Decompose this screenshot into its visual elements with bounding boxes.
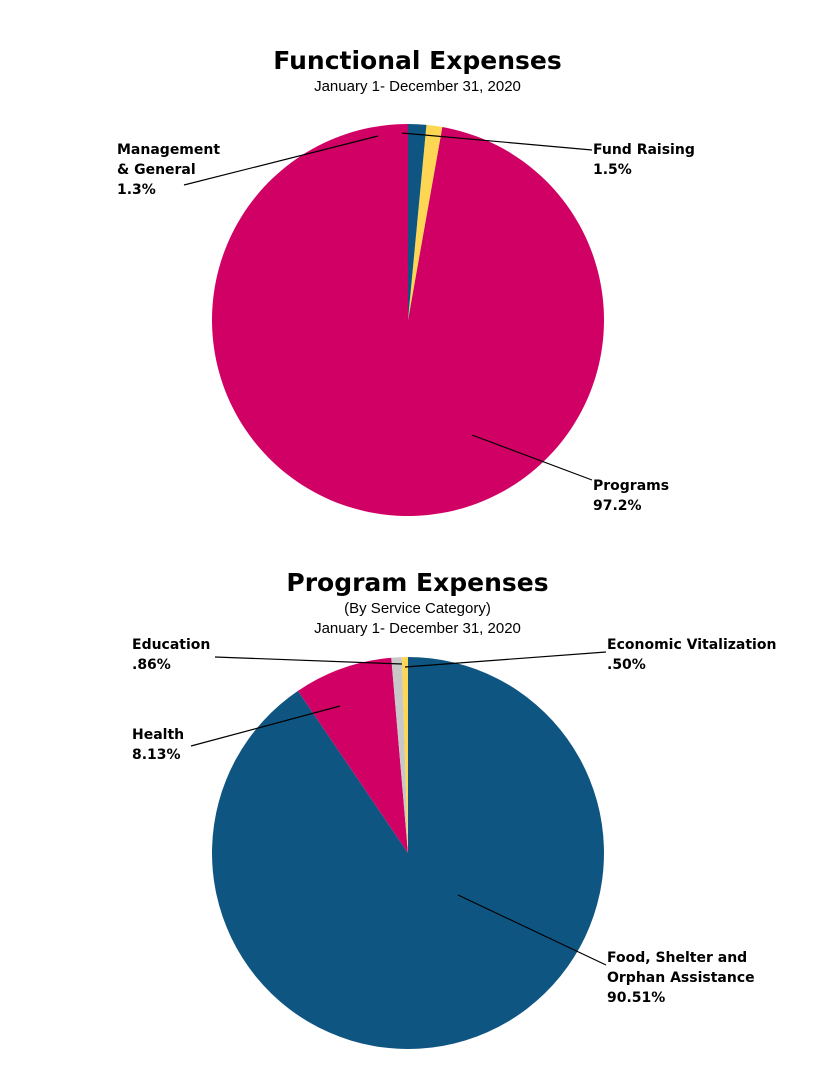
chart1-subtitle: January 1- December 31, 2020 — [314, 78, 521, 95]
chart2-title: Program Expenses — [286, 568, 549, 597]
slice-label-text: Management — [117, 142, 221, 158]
pie-slice — [408, 124, 443, 320]
leader-line — [404, 651, 607, 668]
slice-label-text: Programs — [593, 478, 670, 494]
slice-value: .50% — [607, 657, 646, 673]
slice-label: Education .86% — [132, 635, 210, 675]
slice-value: 1.3% — [117, 182, 156, 198]
leader-line — [190, 705, 341, 747]
leader-line — [214, 656, 403, 665]
leader-line — [457, 894, 607, 966]
slice-value: .86% — [132, 657, 171, 673]
slice-label: Management & General 1.3% — [117, 140, 220, 200]
slice-label: Programs 97.2% — [593, 476, 669, 516]
slice-label: Fund Raising 1.5% — [593, 140, 695, 180]
slice-value: 97.2% — [593, 498, 642, 514]
chart2-date-subtitle: January 1- December 31, 2020 — [314, 620, 521, 637]
slice-label-text: Orphan Assistance — [607, 970, 755, 986]
chart2-subtitle: (By Service Category) — [344, 600, 491, 617]
slice-label-text: Education — [132, 637, 211, 653]
pie-slice — [391, 657, 408, 853]
leader-line — [471, 434, 593, 481]
pie-slice — [408, 124, 427, 320]
slice-value: 90.51% — [607, 990, 666, 1006]
leader-line — [401, 132, 593, 151]
slice-label-text: Fund Raising — [593, 142, 695, 158]
slice-label: Food, Shelter and Orphan Assistance 90.51% — [607, 948, 755, 1008]
slice-label-text: & General — [117, 162, 196, 178]
slice-label: Health 8.13% — [132, 725, 184, 765]
slice-label: Economic Vitalization .50% — [607, 635, 776, 675]
slice-label-text: Economic Vitalization — [607, 637, 777, 653]
pie-slice — [401, 657, 408, 853]
pie-slice — [297, 657, 408, 853]
slice-value: 1.5% — [593, 162, 632, 178]
leader-line — [183, 135, 379, 186]
slice-label-text: Food, Shelter and — [607, 950, 748, 966]
slice-value: 8.13% — [132, 747, 181, 763]
chart1-title: Functional Expenses — [273, 46, 562, 75]
slice-label-text: Health — [132, 727, 185, 743]
